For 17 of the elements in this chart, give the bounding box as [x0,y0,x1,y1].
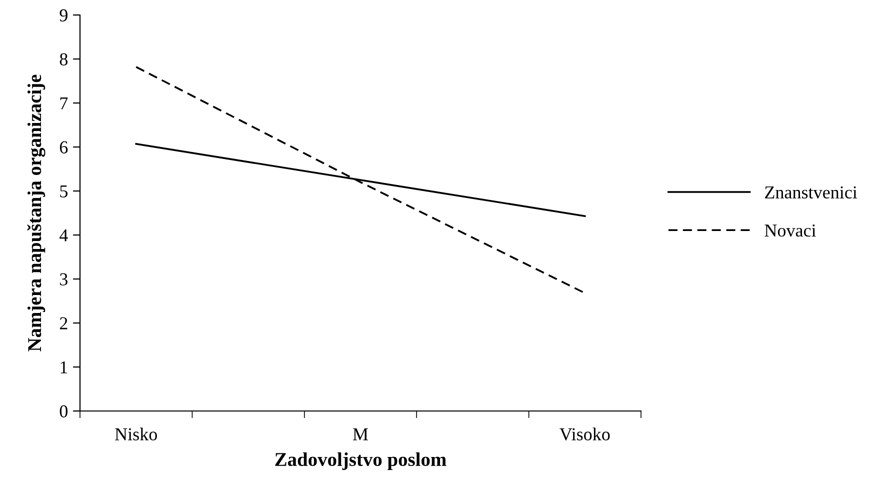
y-tick-label: 1 [60,361,68,374]
y-tick-label: 4 [60,229,68,242]
x-axis-title: Zadovoljstvo poslom [275,452,446,470]
y-tick-label: 5 [60,185,68,198]
y-axis-title: Namjera napuštanja organizacije [27,74,46,352]
x-tick-label: Visoko [560,428,610,440]
y-tick-label: 6 [60,141,68,154]
legend-label: Novaci [764,224,816,237]
y-tick-label: 2 [60,317,68,330]
x-tick-label: M [352,428,368,440]
legend-label: Znanstvenici [765,186,858,198]
y-tick-label: 7 [60,97,68,110]
y-tick-label: 8 [60,53,68,66]
y-tick-label: 3 [60,273,68,286]
y-tick-label: 0 [60,405,68,418]
x-tick-label: Nisko [115,428,157,440]
y-tick-label: 9 [60,9,68,22]
